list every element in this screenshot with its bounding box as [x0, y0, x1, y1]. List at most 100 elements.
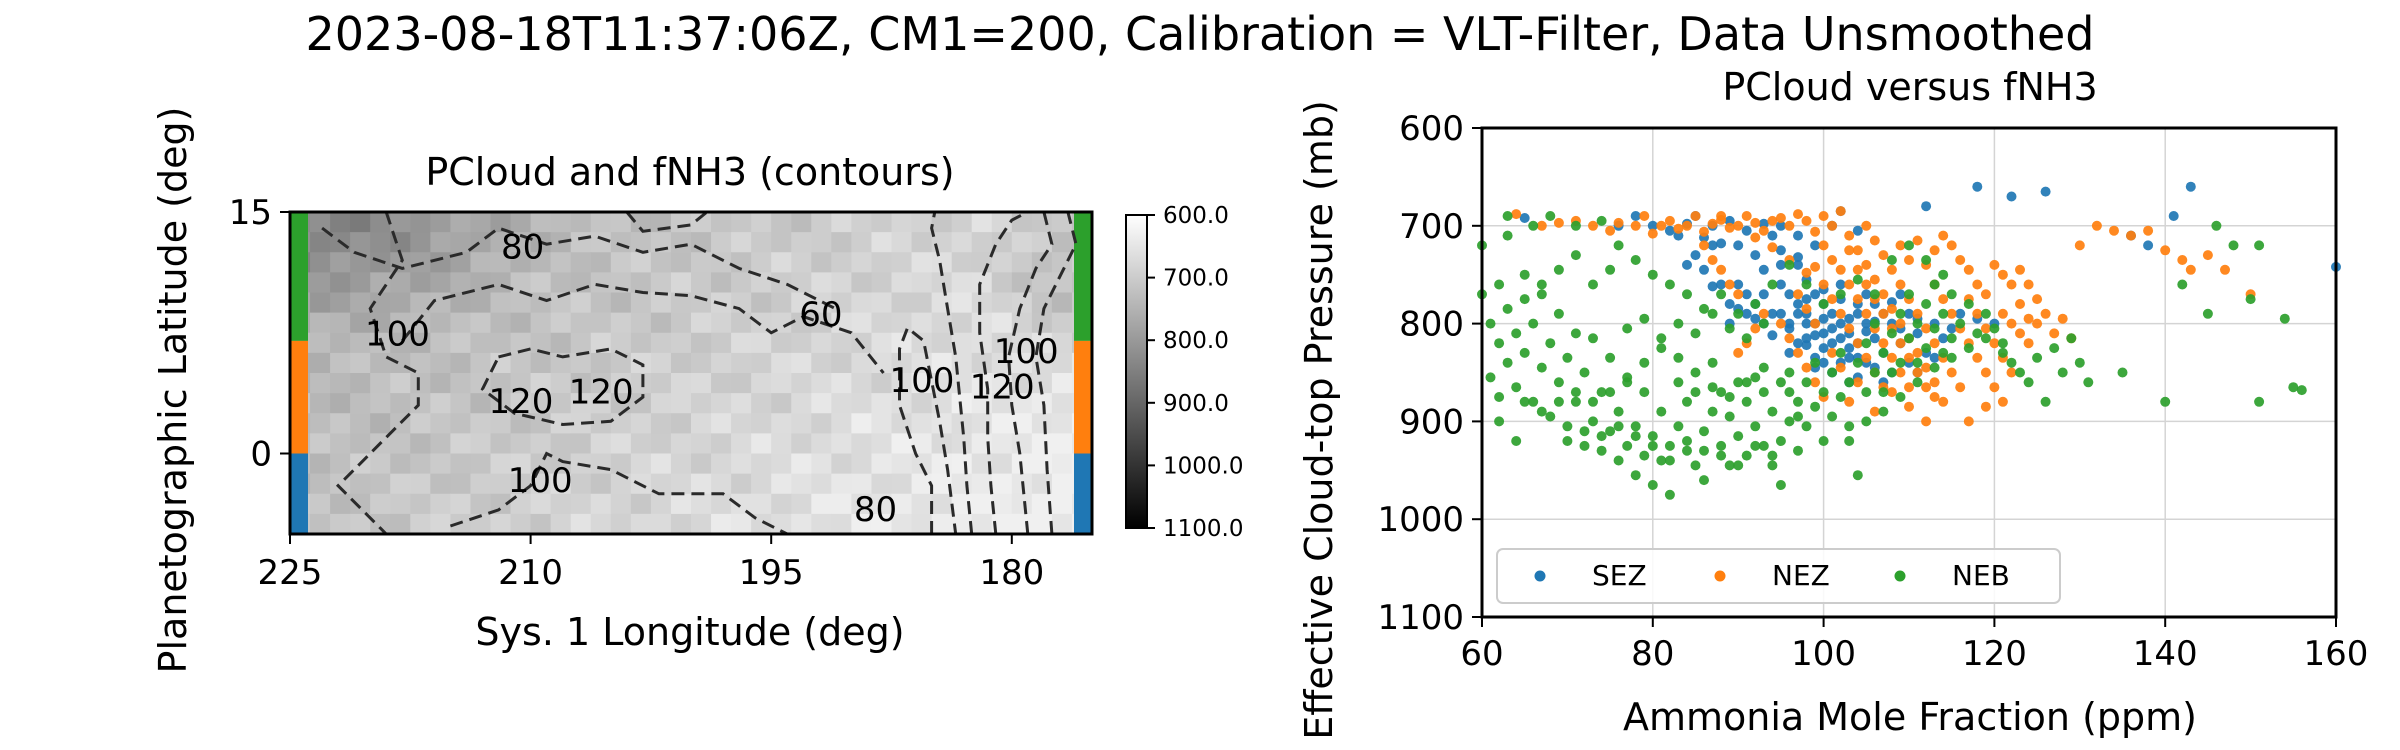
- heatmap-cell: [1051, 292, 1073, 314]
- heatmap-cell: [390, 493, 411, 515]
- heatmap-cell: [590, 433, 612, 455]
- point-neb: [1647, 440, 1658, 451]
- point-sez: [1767, 308, 1778, 319]
- point-neb: [1536, 362, 1547, 373]
- point-nez: [1980, 289, 1991, 300]
- heatmap-cell: [1051, 232, 1073, 253]
- heatmap-contours: [321, 212, 1078, 534]
- heatmap-cell: [831, 252, 852, 273]
- point-neb: [1886, 367, 1897, 378]
- heatmap-cell: [470, 473, 492, 495]
- contour-line-100: [1034, 212, 1078, 534]
- heatmap-cell: [570, 513, 592, 534]
- point-sez: [1861, 326, 1872, 337]
- point-nez: [1810, 261, 1821, 272]
- point-nez: [2220, 264, 2230, 275]
- heatmap-cell: [851, 473, 873, 495]
- point-neb: [1673, 377, 1684, 388]
- point-neb: [1707, 308, 1718, 319]
- heatmap-cell: [590, 493, 612, 515]
- point-neb: [1861, 387, 1872, 398]
- heatmap-cell: [991, 232, 1013, 253]
- heatmap-cell: [931, 493, 953, 515]
- heatmap-cell: [691, 493, 712, 515]
- heatmap-cell: [731, 212, 752, 233]
- point-nez: [1929, 245, 1940, 256]
- heatmap-cell: [931, 433, 953, 455]
- heatmap-cell: [310, 433, 331, 455]
- heatmap-cell: [470, 252, 492, 273]
- heatmap-cell: [510, 312, 532, 334]
- point-neb: [1775, 436, 1786, 446]
- point-nez: [1989, 259, 2000, 270]
- heatmap-cell: [550, 332, 572, 354]
- heatmap-cell: [791, 433, 812, 455]
- point-neb: [1639, 387, 1650, 398]
- point-nez: [2074, 240, 2085, 251]
- heatmap-cell: [971, 473, 993, 495]
- heatmap-cell: [791, 473, 812, 495]
- heatmap-cell: [330, 453, 351, 475]
- heatmap-cell: [650, 352, 672, 374]
- heatmap-cell: [1011, 332, 1033, 354]
- point-neb: [1553, 377, 1564, 388]
- heatmap-cells: [290, 212, 1092, 534]
- point-nez: [1801, 267, 1812, 278]
- point-nez: [1852, 245, 1863, 256]
- heatmap-cell: [630, 433, 652, 455]
- point-neb: [1878, 347, 1889, 358]
- heatmap-cell: [350, 292, 371, 314]
- heatmap-cell: [871, 232, 893, 253]
- heatmap-cell: [350, 232, 371, 253]
- point-neb: [1690, 367, 1701, 378]
- heatmap-cell: [370, 373, 391, 394]
- heatmap-cell: [831, 473, 852, 495]
- heatmap-cell: [1031, 493, 1053, 515]
- heatmap-cell: [691, 513, 712, 534]
- heatmap-cell: [751, 413, 772, 434]
- point-sez: [1861, 289, 1872, 300]
- heatmap-cell: [1051, 272, 1073, 294]
- point-nez: [1972, 279, 1983, 290]
- point-nez: [1664, 215, 1675, 226]
- heatmap-cell: [630, 393, 652, 414]
- heatmap-cell: [450, 332, 472, 354]
- heatmap-cell: [570, 232, 592, 253]
- point-neb: [1545, 211, 1556, 221]
- point-nez: [1861, 279, 1872, 290]
- point-neb: [1656, 333, 1667, 344]
- heatmap-cell: [530, 352, 552, 374]
- heatmap-cell: [691, 312, 712, 334]
- heatmap-cell: [1011, 433, 1033, 455]
- heatmap-cell: [751, 332, 772, 354]
- heatmap-cell: [691, 252, 712, 273]
- heatmap-cell: [991, 433, 1013, 455]
- heatmap-cell: [691, 212, 712, 233]
- colorbar-tick-label: 700.0: [1163, 266, 1229, 292]
- heatmap-cell: [430, 473, 451, 495]
- point-sez: [1758, 289, 1769, 300]
- heatmap-cell: [691, 272, 712, 294]
- point-nez: [1553, 217, 1564, 228]
- point-neb: [1741, 450, 1752, 461]
- heatmap-cell: [731, 513, 752, 534]
- heatmap-cell: [510, 272, 532, 294]
- point-neb: [1485, 372, 1496, 383]
- legend-label-nez: NEZ: [1772, 559, 1830, 592]
- contour-line-100: [449, 451, 788, 534]
- point-nez: [2040, 308, 2051, 319]
- point-sez: [1724, 215, 1735, 226]
- point-neb: [1656, 406, 1667, 417]
- point-neb: [1562, 421, 1573, 432]
- heatmap-cell: [370, 232, 391, 253]
- heatmap-cell: [891, 332, 913, 354]
- point-neb: [2254, 240, 2265, 251]
- point-sez: [1810, 289, 1821, 300]
- point-neb: [2015, 367, 2025, 378]
- point-neb: [1869, 318, 1880, 329]
- point-nez: [1673, 223, 1684, 234]
- point-neb: [1690, 387, 1701, 398]
- point-sez: [1775, 220, 1786, 231]
- point-nez: [1758, 308, 1769, 319]
- point-nez: [2032, 318, 2043, 329]
